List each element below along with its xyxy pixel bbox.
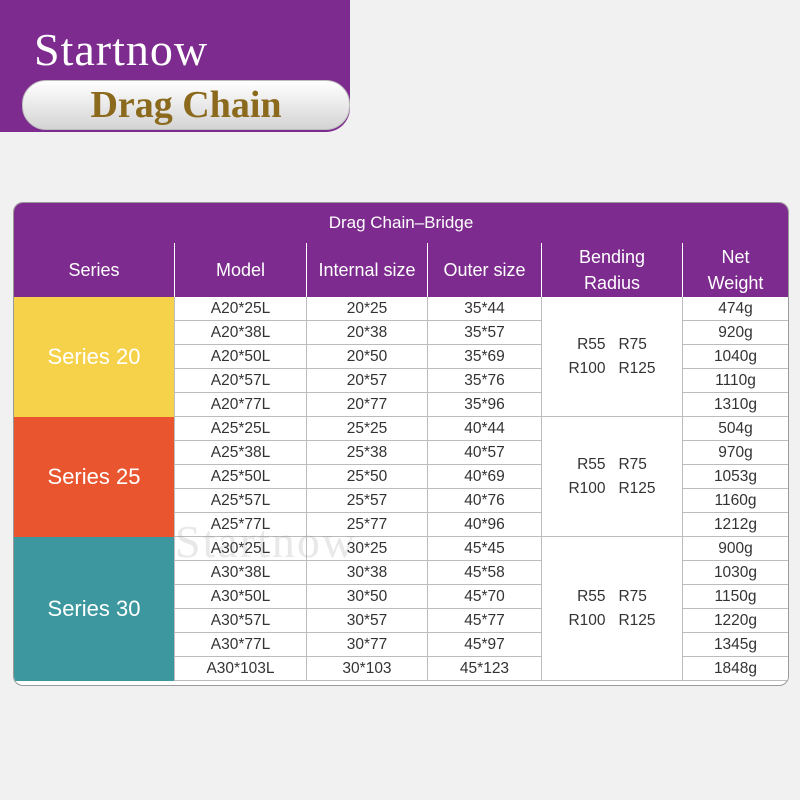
outer-size-cell: 45*45: [427, 537, 541, 561]
model-cell: A25*38L: [174, 441, 306, 465]
net-weight-cell: 920g: [682, 321, 788, 345]
net-weight-cell: 1030g: [682, 561, 788, 585]
bending-radius-line: R100 R125: [568, 359, 656, 377]
net-weight-cell: 1110g: [682, 369, 788, 393]
series-label: Series 25: [14, 417, 174, 537]
net-weight-cell: 1053g: [682, 465, 788, 489]
internal-size-cell: 30*103: [306, 657, 427, 681]
net-weight-cell: 900g: [682, 537, 788, 561]
net-weight-cell: 474g: [682, 297, 788, 321]
internal-size-cell: 25*25: [306, 417, 427, 441]
model-cell: A20*25L: [174, 297, 306, 321]
product-title-pill: Drag Chain: [22, 80, 350, 130]
bending-radius-line: R55 R75: [577, 455, 647, 473]
net-weight-cell: 1848g: [682, 657, 788, 681]
internal-size-cell: 20*25: [306, 297, 427, 321]
model-cell: A30*103L: [174, 657, 306, 681]
model-cell: A30*50L: [174, 585, 306, 609]
bending-radius-cell: R55 R75 R100 R125: [541, 297, 682, 417]
outer-size-cell: 45*123: [427, 657, 541, 681]
bending-radius-line: R55 R75: [577, 587, 647, 605]
net-weight-cell: 1040g: [682, 345, 788, 369]
internal-size-cell: 25*77: [306, 513, 427, 537]
series-label: Series 20: [14, 297, 174, 417]
outer-size-cell: 35*44: [427, 297, 541, 321]
outer-size-cell: 40*57: [427, 441, 541, 465]
bending-radius-line: R55 R75: [577, 335, 647, 353]
internal-size-cell: 25*38: [306, 441, 427, 465]
net-weight-cell: 1150g: [682, 585, 788, 609]
internal-size-cell: 30*38: [306, 561, 427, 585]
net-weight-cell: 970g: [682, 441, 788, 465]
outer-size-cell: 45*58: [427, 561, 541, 585]
column-header-outer-size: Outer size: [427, 243, 541, 297]
internal-size-cell: 20*50: [306, 345, 427, 369]
internal-size-cell: 20*77: [306, 393, 427, 417]
column-header-bending-radius: Bending Radius: [541, 243, 682, 297]
internal-size-cell: 20*57: [306, 369, 427, 393]
table-header-row: Series Model Internal size Outer size Bendin…: [14, 243, 788, 297]
internal-size-cell: 30*57: [306, 609, 427, 633]
net-weight-cell: 1212g: [682, 513, 788, 537]
spec-table: Drag Chain–Bridge Series Model Internal si…: [13, 202, 789, 686]
model-cell: A25*77L: [174, 513, 306, 537]
internal-size-cell: 25*57: [306, 489, 427, 513]
column-header-series: Series: [68, 260, 120, 280]
bending-radius-line: R100 R125: [568, 611, 656, 629]
outer-size-cell: 40*69: [427, 465, 541, 489]
column-header-net-weight: Net Weight: [682, 243, 788, 297]
outer-size-cell: 35*57: [427, 321, 541, 345]
net-weight-cell: 1160g: [682, 489, 788, 513]
outer-size-cell: 45*97: [427, 633, 541, 657]
model-cell: A30*77L: [174, 633, 306, 657]
internal-size-cell: 25*50: [306, 465, 427, 489]
outer-size-cell: 45*77: [427, 609, 541, 633]
model-cell: A30*57L: [174, 609, 306, 633]
internal-size-cell: 30*77: [306, 633, 427, 657]
net-weight-cell: 504g: [682, 417, 788, 441]
column-header-model: Model: [174, 243, 306, 297]
model-cell: A30*25L: [174, 537, 306, 561]
net-weight-cell: 1345g: [682, 633, 788, 657]
outer-size-cell: 45*70: [427, 585, 541, 609]
outer-size-cell: 35*69: [427, 345, 541, 369]
outer-size-cell: 35*96: [427, 393, 541, 417]
internal-size-cell: 20*38: [306, 321, 427, 345]
model-cell: A25*25L: [174, 417, 306, 441]
series-label: Series 30: [14, 537, 174, 681]
net-weight-cell: 1310g: [682, 393, 788, 417]
product-title: Drag Chain: [90, 84, 282, 126]
model-cell: A20*77L: [174, 393, 306, 417]
brand-banner: Startnow Drag Chain: [0, 0, 350, 132]
net-weight-cell: 1220g: [682, 609, 788, 633]
internal-size-cell: 30*25: [306, 537, 427, 561]
bending-radius-line: R100 R125: [568, 479, 656, 497]
model-cell: A20*50L: [174, 345, 306, 369]
bending-radius-cell: R55 R75 R100 R125: [541, 537, 682, 681]
outer-size-cell: 35*76: [427, 369, 541, 393]
brand-logo: Startnow: [34, 24, 209, 75]
model-cell: A25*57L: [174, 489, 306, 513]
column-header-internal-size: Internal size: [306, 243, 427, 297]
model-cell: A25*50L: [174, 465, 306, 489]
model-cell: A20*38L: [174, 321, 306, 345]
bending-radius-cell: R55 R75 R100 R125: [541, 417, 682, 537]
model-cell: A20*57L: [174, 369, 306, 393]
outer-size-cell: 40*96: [427, 513, 541, 537]
outer-size-cell: 40*44: [427, 417, 541, 441]
model-cell: A30*38L: [174, 561, 306, 585]
internal-size-cell: 30*50: [306, 585, 427, 609]
outer-size-cell: 40*76: [427, 489, 541, 513]
table-title: Drag Chain–Bridge: [14, 203, 788, 243]
